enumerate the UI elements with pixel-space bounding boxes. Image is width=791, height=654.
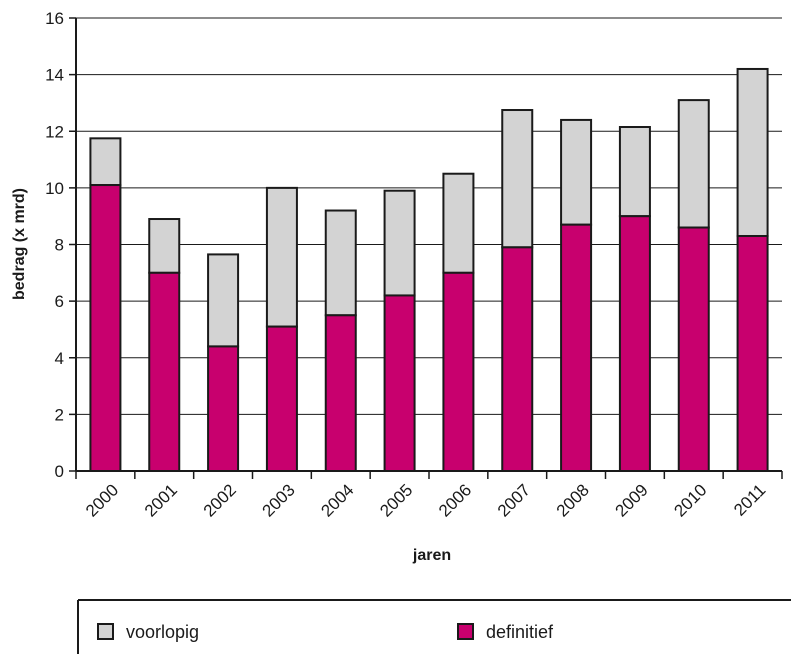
bar-voorlopig-2002 bbox=[207, 253, 240, 348]
legend-swatch-definitief bbox=[457, 623, 474, 640]
bar-voorlopig-2009 bbox=[618, 126, 651, 218]
x-tick-label: 2000 bbox=[82, 480, 122, 520]
bar-voorlopig-2004 bbox=[324, 209, 357, 317]
x-tick-label: 2006 bbox=[435, 480, 475, 520]
y-tick-label: 2 bbox=[55, 405, 64, 424]
bars bbox=[89, 67, 769, 473]
legend-label-voorlopig: voorlopig bbox=[126, 622, 199, 642]
legend-label-definitief: definitief bbox=[486, 622, 554, 642]
bar-voorlopig-2011 bbox=[736, 67, 769, 238]
y-tick-label: 16 bbox=[45, 9, 64, 28]
bar-voorlopig-2003 bbox=[265, 186, 298, 328]
x-tick-label: 2007 bbox=[494, 480, 534, 520]
bar-definitief-2008 bbox=[560, 223, 593, 472]
y-tick-label: 0 bbox=[55, 462, 64, 481]
x-tick-label: 2011 bbox=[730, 480, 769, 519]
bar-definitief-2006 bbox=[442, 271, 475, 472]
x-axis-title: jaren bbox=[412, 547, 451, 564]
bar-voorlopig-2008 bbox=[560, 118, 593, 226]
x-tick-label: 2008 bbox=[553, 480, 593, 520]
bar-definitief-2005 bbox=[383, 294, 416, 472]
x-tick-label: 2002 bbox=[200, 480, 240, 520]
bar-voorlopig-2010 bbox=[677, 99, 710, 229]
x-tick-label: 2010 bbox=[670, 480, 710, 520]
x-axis: 2000 2001 2002 2003 2004 2005 2006 2007 2008 2009… bbox=[75, 470, 783, 521]
x-tick-label: 2003 bbox=[259, 480, 299, 520]
x-tick-label: 2004 bbox=[317, 480, 357, 520]
bar-definitief-2002 bbox=[207, 345, 240, 472]
x-tick-label: 2009 bbox=[612, 480, 652, 520]
bar-voorlopig-2001 bbox=[148, 218, 181, 274]
bar-voorlopig-2000 bbox=[89, 137, 122, 187]
bar-voorlopig-2006 bbox=[442, 172, 475, 274]
gridlines bbox=[76, 17, 782, 415]
y-axis-title: bedrag (x mrd) bbox=[11, 188, 28, 300]
legend-swatch-voorlopig bbox=[97, 623, 114, 640]
y-tick-label: 6 bbox=[55, 292, 64, 311]
bar-definitief-2009 bbox=[618, 215, 651, 472]
y-tick-label: 8 bbox=[55, 236, 64, 255]
bar-definitief-2007 bbox=[501, 246, 534, 472]
y-tick-label: 4 bbox=[55, 349, 64, 368]
y-tick-label: 12 bbox=[45, 122, 64, 141]
y-tick-label: 10 bbox=[45, 179, 64, 198]
y-tick-label: 14 bbox=[45, 66, 64, 85]
bar-definitief-2010 bbox=[677, 226, 710, 472]
bar-voorlopig-2005 bbox=[383, 189, 416, 297]
bar-definitief-2001 bbox=[148, 271, 181, 472]
y-axis: 0 2 4 6 8 10 12 14 16 bbox=[45, 9, 77, 481]
bar-definitief-2000 bbox=[89, 184, 122, 472]
bar-voorlopig-2007 bbox=[501, 109, 534, 249]
legend: voorlopig definitief bbox=[77, 599, 791, 654]
bar-definitief-2004 bbox=[324, 314, 357, 472]
bar-definitief-2011 bbox=[736, 235, 769, 472]
x-tick-label: 2005 bbox=[376, 480, 416, 520]
x-tick-label: 2001 bbox=[141, 480, 181, 520]
bar-definitief-2003 bbox=[265, 325, 298, 473]
